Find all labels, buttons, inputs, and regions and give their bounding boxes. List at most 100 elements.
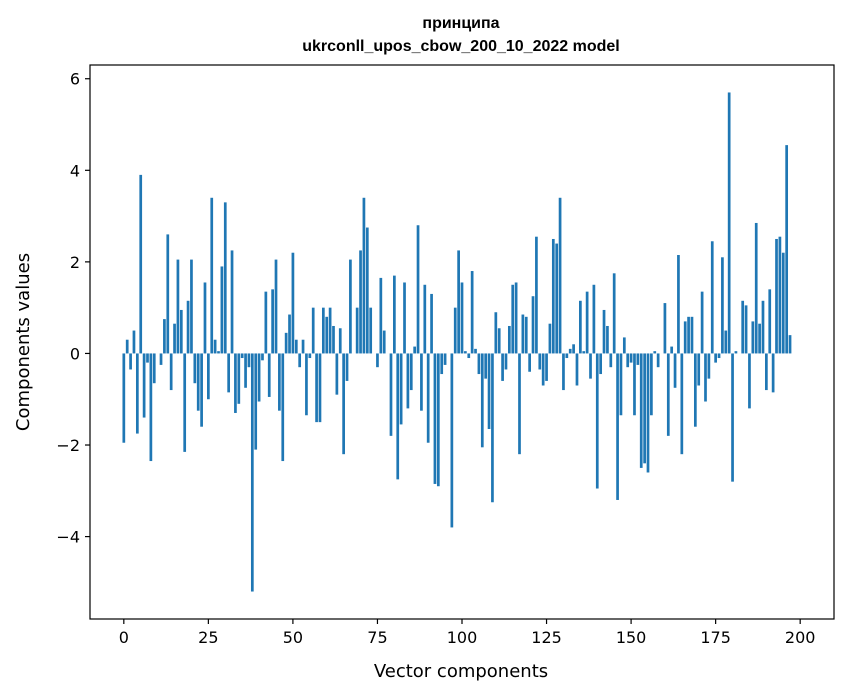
bar-72 [365, 227, 369, 354]
bar-3 [132, 330, 136, 354]
bar-80 [393, 275, 396, 354]
bar-167 [687, 316, 690, 354]
bar-63 [335, 353, 339, 395]
bar-16 [176, 259, 180, 354]
bar-85 [409, 353, 413, 391]
bar-62 [332, 325, 335, 354]
bar-137 [585, 291, 589, 354]
bar-125 [545, 353, 548, 381]
bar-38 [250, 353, 254, 592]
bar-140 [595, 353, 599, 489]
chart-title-line-1: принципа [422, 15, 499, 32]
bar-90 [426, 353, 430, 443]
bar-56 [311, 307, 315, 354]
bar-192 [771, 353, 775, 393]
x-tick-label-25: 25 [198, 628, 218, 647]
bar-143 [606, 325, 609, 354]
bar-116 [514, 282, 518, 354]
bar-7 [146, 353, 149, 363]
bar-115 [511, 284, 515, 354]
bar-43 [267, 353, 271, 397]
bar-124 [541, 353, 545, 386]
bar-157 [653, 351, 657, 354]
bar-0 [122, 353, 126, 443]
bar-53 [301, 339, 305, 354]
bar-64 [338, 328, 342, 354]
bar-48 [284, 332, 288, 354]
bar-14 [169, 353, 173, 391]
bar-54 [305, 353, 308, 416]
bar-33 [234, 353, 237, 413]
bar-197 [788, 335, 792, 354]
bar-175 [714, 353, 717, 363]
bar-12 [163, 319, 166, 354]
bar-161 [666, 353, 670, 436]
bar-8 [149, 353, 153, 462]
bar-15 [173, 323, 176, 354]
bar-100 [460, 282, 464, 354]
bar-47 [281, 353, 285, 462]
bar-176 [717, 353, 721, 359]
bar-83 [403, 282, 406, 354]
bar-25 [207, 353, 210, 400]
bar-19 [186, 300, 190, 354]
y-tick-label-0: 0 [70, 344, 80, 363]
bar-155 [646, 353, 650, 473]
bar-28 [217, 351, 220, 354]
x-tick-label-0: 0 [119, 628, 129, 647]
bar-118 [521, 314, 525, 354]
bar-187 [754, 222, 758, 354]
bar-129 [558, 197, 562, 354]
bar-101 [464, 351, 467, 354]
bar-168 [690, 316, 694, 354]
bar-95 [443, 353, 447, 365]
bar-127 [551, 238, 555, 354]
bar-135 [579, 300, 582, 354]
bar-58 [318, 353, 322, 423]
bar-188 [758, 323, 761, 354]
bar-174 [710, 241, 714, 354]
bar-131 [565, 353, 569, 359]
bar-40 [257, 353, 261, 402]
bars-group [122, 92, 792, 592]
bar-164 [677, 255, 680, 354]
bar-154 [643, 353, 646, 464]
bar-185 [748, 353, 751, 409]
bar-119 [524, 316, 528, 354]
x-tick-label-125: 125 [531, 628, 562, 647]
bar-77 [382, 330, 386, 354]
bar-196 [785, 145, 789, 354]
bar-44 [271, 289, 274, 354]
bar-113 [504, 353, 508, 370]
chart-title-line-2: ukrconll_upos_cbow_200_10_2022 model [302, 38, 619, 55]
bar-190 [765, 353, 768, 391]
y-tick-label--4: −4 [56, 528, 80, 547]
bar-173 [707, 353, 711, 379]
x-tick-label-200: 200 [785, 628, 816, 647]
bar-87 [416, 225, 420, 354]
bar-102 [467, 353, 471, 359]
bar-104 [474, 348, 477, 354]
bar-73 [369, 307, 373, 354]
bar-21 [193, 353, 197, 384]
bar-158 [656, 353, 660, 368]
bar-172 [704, 353, 707, 402]
bar-89 [423, 284, 427, 354]
bar-79 [389, 353, 393, 436]
bar-11 [159, 353, 163, 365]
bar-41 [261, 353, 264, 361]
bar-57 [315, 353, 318, 423]
bar-13 [166, 234, 170, 354]
y-tick-label-4: 4 [70, 161, 80, 180]
bar-55 [308, 353, 312, 359]
bar-181 [734, 351, 738, 354]
bar-132 [568, 348, 572, 354]
bar-109 [491, 353, 494, 503]
bar-142 [602, 309, 606, 354]
bar-60 [325, 316, 329, 354]
bar-117 [518, 353, 521, 455]
bar-27 [213, 339, 217, 354]
bar-152 [636, 353, 640, 365]
x-axis-label: Vector components [374, 661, 548, 682]
bar-9 [152, 353, 156, 384]
